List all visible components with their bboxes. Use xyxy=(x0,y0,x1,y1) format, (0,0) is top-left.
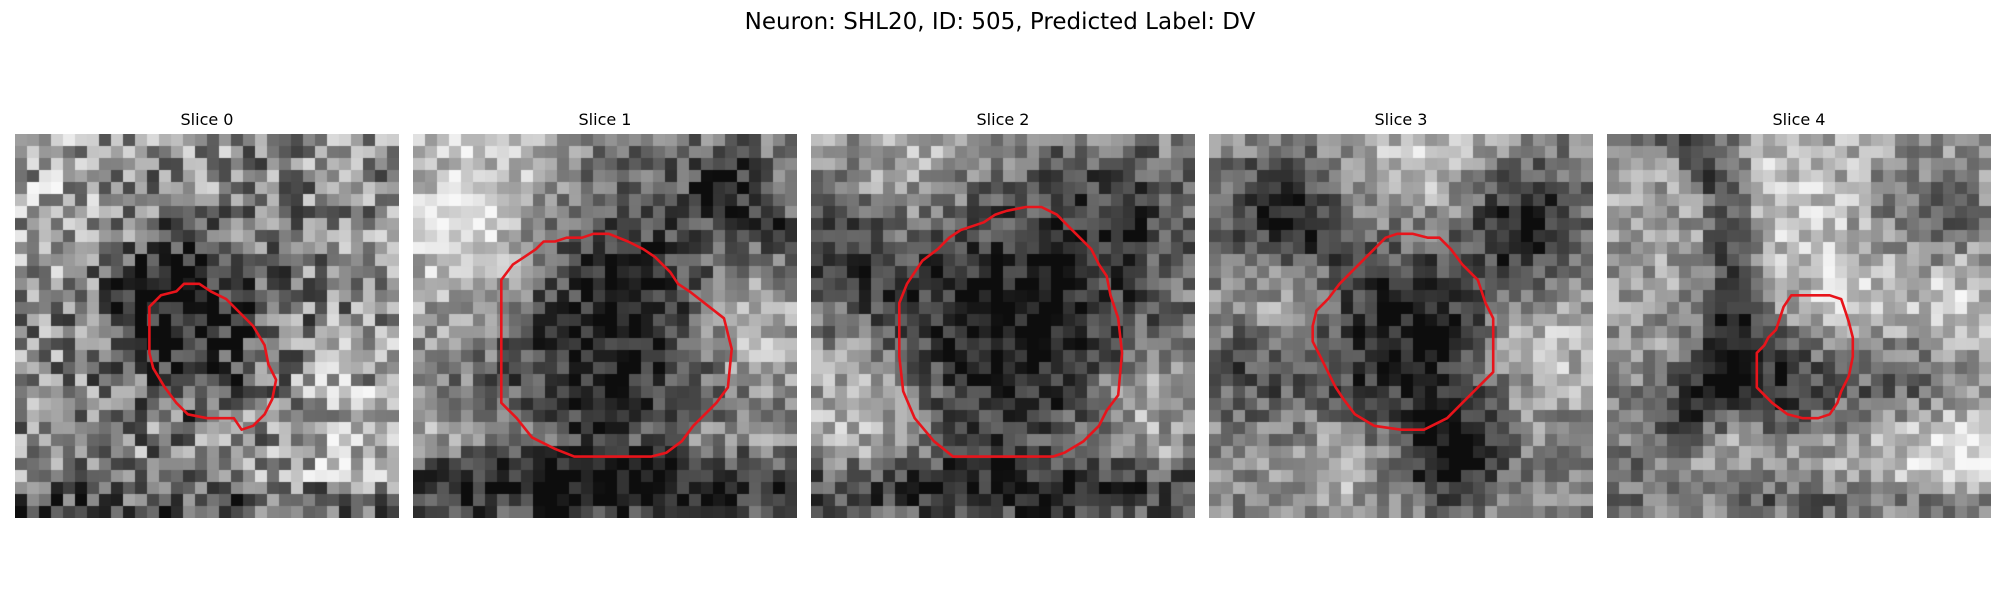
panel-title-slice-2: Slice 2 xyxy=(976,110,1030,129)
slice-image-0 xyxy=(15,134,399,518)
roi-contour-line-2 xyxy=(898,205,1124,458)
roi-contour-line-3 xyxy=(1311,232,1495,432)
roi-contour-line-0 xyxy=(148,282,278,432)
roi-contour-2 xyxy=(898,205,1124,458)
roi-contour-line-4 xyxy=(1755,294,1855,420)
panel-title-slice-3: Slice 3 xyxy=(1374,110,1428,129)
panel-title-slice-4: Slice 4 xyxy=(1772,110,1826,129)
roi-contour-3 xyxy=(1311,232,1495,432)
roi-contour-line-1 xyxy=(500,232,734,458)
slice-image-3 xyxy=(1209,134,1593,518)
panel-title-slice-1: Slice 1 xyxy=(578,110,632,129)
roi-contour-0 xyxy=(148,282,278,432)
panel-title-slice-0: Slice 0 xyxy=(180,110,234,129)
roi-contour-1 xyxy=(500,232,734,458)
figure-title: Neuron: SHL20, ID: 505, Predicted Label:… xyxy=(744,9,1256,35)
slice-image-4 xyxy=(1607,134,1991,518)
roi-contour-4 xyxy=(1755,294,1855,420)
slice-image-2 xyxy=(811,134,1195,518)
slice-image-1 xyxy=(413,134,797,518)
